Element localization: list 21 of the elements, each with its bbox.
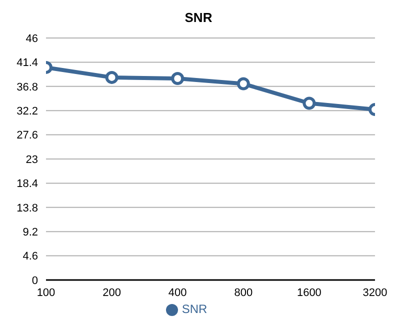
chart-title: SNR [184, 9, 214, 27]
legend-label: SNR [182, 302, 208, 316]
y-tick-label: 32.2 [16, 106, 38, 118]
y-tick-label: 23 [26, 154, 38, 166]
point [171, 72, 184, 86]
y-tick-label: 27.6 [16, 130, 38, 142]
y-tick-label: 18.4 [16, 178, 38, 190]
y-tick-label: 41.4 [16, 57, 38, 70]
x-tick-label: 800 [234, 286, 253, 299]
y-tick-label: 36.8 [16, 81, 38, 94]
x-tick-label: 3200 [362, 286, 388, 299]
y-tick-label: 46 [26, 32, 38, 45]
x-tick-label: 200 [102, 286, 121, 299]
y-tick-label: 9.2 [22, 226, 38, 239]
x-tick-label: 1600 [296, 286, 322, 299]
x-tick-label: 400 [168, 286, 187, 299]
y-tick-label: 4.6 [22, 250, 38, 263]
x-tick-label: 100 [36, 286, 56, 299]
y-tick-label: 0 [32, 274, 38, 287]
point [236, 77, 250, 90]
y-tick-label: 13.8 [16, 202, 38, 214]
